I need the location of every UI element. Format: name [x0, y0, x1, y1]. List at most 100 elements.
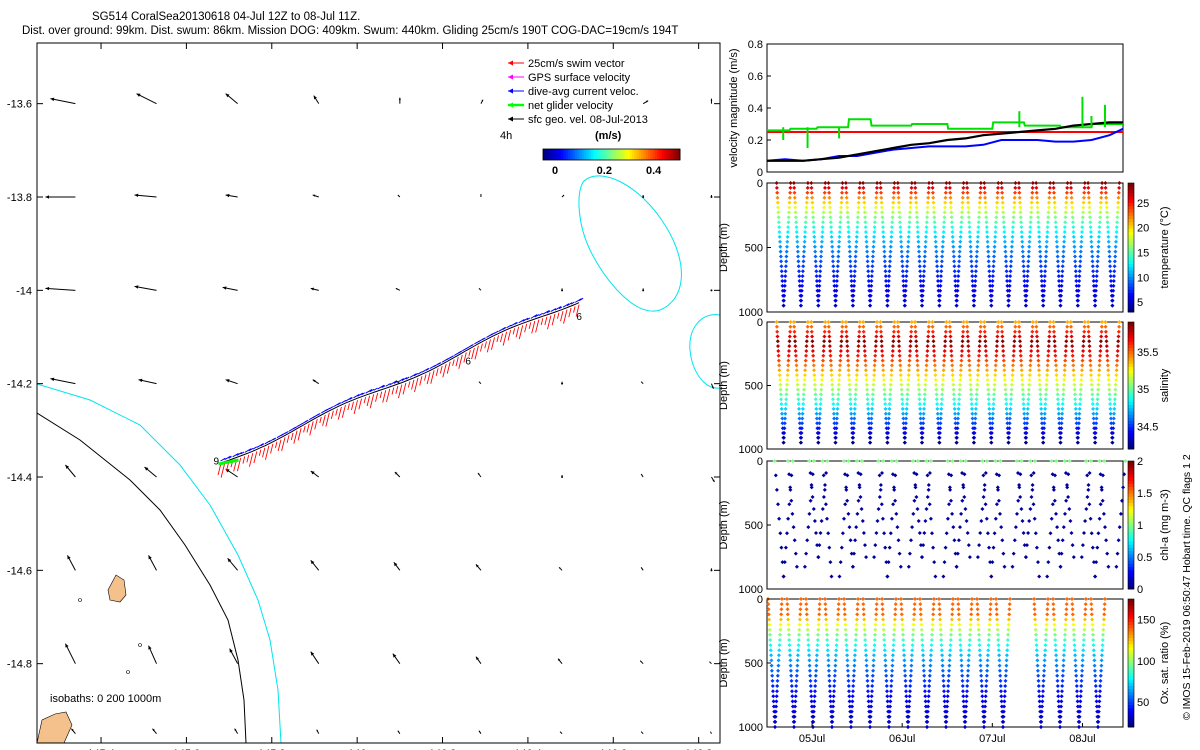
temperature-point — [1001, 220, 1006, 225]
temperature-point — [933, 230, 938, 234]
chla-colorbar-tick: 0 — [1137, 584, 1143, 596]
temperature-point — [886, 283, 891, 288]
temperature-point — [932, 210, 936, 215]
chla-point — [852, 551, 856, 556]
chla-point — [876, 507, 881, 511]
temperature-point — [1071, 220, 1075, 225]
salinity-point — [977, 349, 982, 353]
salinity-point — [897, 353, 902, 358]
temperature-point — [985, 234, 990, 239]
oxygen-colorbar-cell — [1128, 621, 1134, 626]
salinity-point — [1112, 411, 1116, 416]
salinity-point — [958, 373, 963, 378]
salinity-point — [909, 324, 914, 329]
geo-vector-head — [65, 643, 69, 648]
temperature-colorbar-cell — [1128, 208, 1134, 213]
salinity-point — [972, 431, 977, 435]
chla-point — [1025, 543, 1029, 548]
salinity-point — [779, 402, 784, 406]
temperature-point — [891, 205, 895, 210]
salinity-point — [961, 329, 966, 334]
salinity-point — [1056, 402, 1061, 406]
temperature-point — [800, 283, 805, 288]
chla-point — [945, 516, 950, 521]
geo-vector — [45, 195, 76, 199]
salinity-point — [1097, 358, 1102, 363]
chla-point — [821, 473, 826, 478]
temperature-point — [822, 195, 827, 200]
salinity-point — [856, 349, 861, 353]
chla-point — [791, 525, 796, 530]
temperature-point — [938, 288, 943, 293]
salinity-point — [1026, 387, 1031, 392]
salinity-point — [1039, 411, 1044, 416]
salinity-point — [861, 320, 866, 324]
temperature-point — [1013, 181, 1018, 185]
temperature-point — [1021, 259, 1026, 264]
salinity-point — [943, 339, 948, 344]
temperature-point — [1117, 185, 1122, 190]
temperature-point — [882, 259, 887, 264]
temperature-point — [1090, 264, 1095, 269]
salinity-point — [794, 358, 799, 363]
chla-point — [1050, 502, 1055, 507]
temperature-point — [1025, 269, 1030, 274]
salinity-colorbar-cell — [1128, 350, 1134, 355]
salinity-point — [1071, 373, 1076, 378]
temperature-point — [994, 215, 999, 220]
chla-point — [890, 472, 895, 477]
chla-point — [897, 551, 902, 556]
temperature-point — [971, 303, 976, 308]
temperature-point — [975, 249, 979, 254]
salinity-point — [916, 382, 921, 387]
salinity-point — [1061, 397, 1065, 402]
temperature-point — [1110, 293, 1115, 298]
salinity-point — [1044, 387, 1049, 392]
salinity-point — [999, 320, 1004, 324]
salinity-point — [814, 411, 819, 416]
salinity-point — [1004, 397, 1008, 402]
salinity-point — [818, 402, 823, 406]
chla-point — [802, 564, 807, 569]
salinity-point — [925, 344, 930, 349]
temperature-point — [1009, 259, 1014, 264]
temperature-point — [857, 181, 862, 185]
salinity-point — [1008, 402, 1013, 406]
temperature-point — [977, 215, 981, 220]
temperature-point — [1019, 220, 1024, 225]
temperature-point — [783, 279, 787, 283]
salinity-point — [994, 353, 999, 358]
salinity-point — [817, 411, 822, 416]
chla-colorbar-cell — [1128, 531, 1134, 536]
temperature-point — [1095, 264, 1100, 269]
temperature-point — [995, 195, 1000, 200]
chla-colorbar-cell — [1128, 505, 1134, 510]
temperature-point — [856, 205, 861, 210]
chla-point — [924, 507, 929, 511]
temperature-point — [822, 200, 827, 205]
chla-point — [966, 543, 971, 548]
temperature-point — [922, 269, 926, 274]
geo-vector-head — [227, 558, 232, 563]
chla-point — [856, 498, 861, 503]
salinity-point — [880, 358, 885, 363]
geo-vector-head — [641, 381, 643, 383]
geo-vector — [561, 98, 563, 104]
temperature-point — [834, 293, 839, 298]
temperature-point — [839, 200, 844, 205]
temperature-point — [811, 220, 816, 225]
velocity-axes-frame — [766, 43, 1124, 173]
temperature-point — [878, 181, 883, 185]
salinity-point — [784, 392, 789, 397]
salinity-point — [839, 339, 844, 344]
salinity-point — [1019, 358, 1024, 363]
temperature-point — [939, 259, 944, 264]
temperature-point — [996, 185, 1000, 190]
salinity-point — [960, 344, 965, 349]
salinity-point — [1063, 349, 1068, 353]
temperature-point — [978, 185, 983, 190]
salinity-point — [834, 421, 839, 426]
salinity-point — [1011, 353, 1016, 358]
salinity-point — [861, 324, 866, 329]
salinity-point — [1013, 329, 1017, 334]
